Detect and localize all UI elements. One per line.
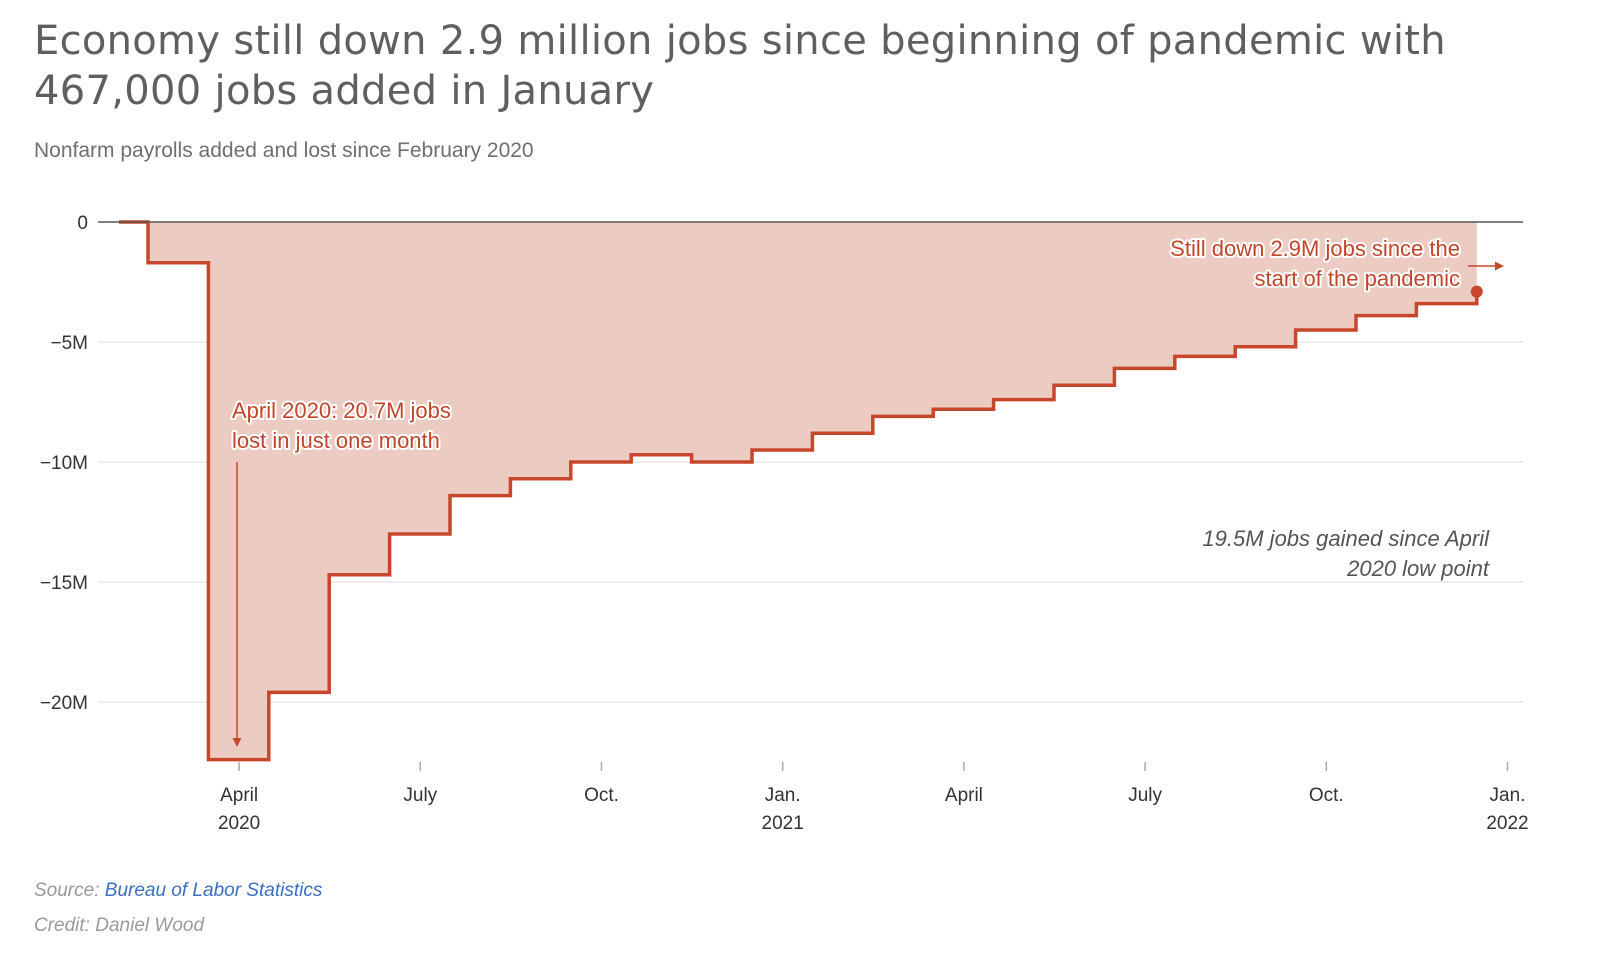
april-low-annotation: lost in just one month xyxy=(232,428,440,453)
source-link[interactable]: Bureau of Labor Statistics xyxy=(104,880,323,901)
still-down-annotation: start of the pandemic xyxy=(1255,266,1460,291)
jobs-gained-annotation: 19.5M jobs gained since April xyxy=(1202,526,1490,551)
x-tick-label: April xyxy=(220,785,258,806)
source-label: Source: xyxy=(34,880,105,901)
x-tick-year-label: 2022 xyxy=(1486,813,1528,834)
jobs-gained-annotation: 2020 low point xyxy=(1346,556,1490,581)
chart-title: Economy still down 2.9 million jobs sinc… xyxy=(34,18,1446,114)
annotation-layer: April 2020: 20.7M jobs lost in just one m… xyxy=(230,234,1504,747)
source-line: Source: Bureau of Labor Statistics xyxy=(34,880,322,902)
x-tick-label: Oct. xyxy=(584,785,619,806)
y-tick-label: −10M xyxy=(40,453,88,474)
x-tick-label: July xyxy=(403,785,437,806)
y-tick-label: −15M xyxy=(40,573,88,594)
credit-line: Credit: Daniel Wood xyxy=(34,915,205,936)
latest-point xyxy=(1470,285,1483,298)
x-tick-label: April xyxy=(945,785,983,806)
area-layer xyxy=(119,220,1483,762)
y-tick-label: −5M xyxy=(51,333,89,354)
chart-subtitle: Nonfarm payrolls added and lost since Fe… xyxy=(34,139,534,162)
payrolls-chart: 0 −5M −10M −15M −20M April 2020 July Oct. Jan. 202… xyxy=(40,213,1529,834)
x-tick-label: July xyxy=(1128,785,1162,806)
y-tick-label: −20M xyxy=(40,693,88,714)
payrolls-step-line xyxy=(119,220,1479,762)
loss-area xyxy=(119,222,1477,760)
axis-layer: 0 −5M −10M −15M −20M April 2020 July Oct. Jan. 202… xyxy=(40,213,1529,834)
x-tick-year-label: 2021 xyxy=(762,813,804,834)
still-down-annotation: Still down 2.9M jobs since the xyxy=(1170,236,1460,261)
april-low-annotation: April 2020: 20.7M jobs xyxy=(232,398,451,423)
x-tick-label: Jan. xyxy=(1490,785,1526,806)
x-tick-year-label: 2020 xyxy=(218,813,260,834)
x-tick-label: Jan. xyxy=(765,785,801,806)
x-tick-label: Oct. xyxy=(1309,785,1344,806)
y-tick-label: 0 xyxy=(77,213,88,234)
